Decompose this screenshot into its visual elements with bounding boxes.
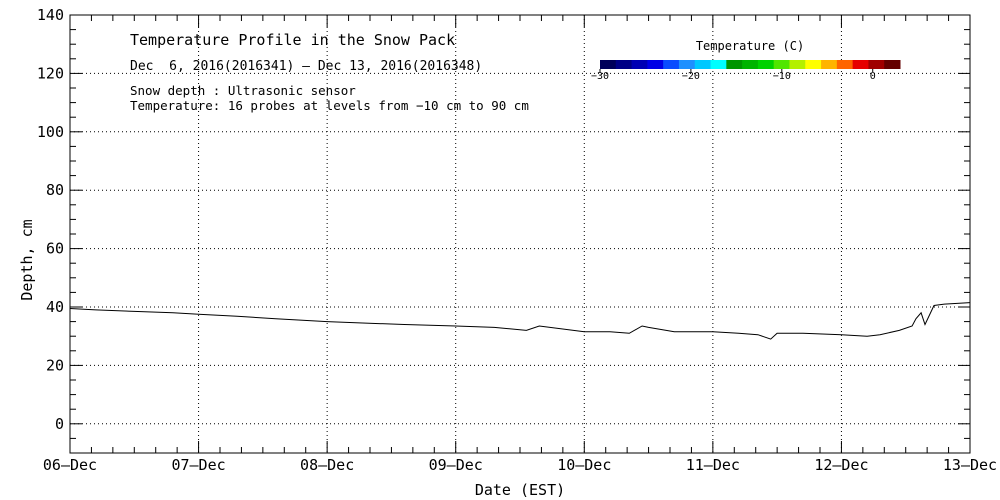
colorbar-cell (710, 60, 727, 69)
colorbar-cell (647, 60, 664, 69)
colorbar-tick-label: −20 (682, 71, 700, 82)
colorbar-cell (615, 60, 633, 69)
plot-frame (69, 14, 971, 454)
series-layer (69, 302, 971, 340)
y-tick-label: 100 (37, 123, 64, 141)
x-tick-label: 06—Dec (43, 456, 97, 474)
colorbar-cell (884, 60, 901, 69)
colorbar-cell (600, 60, 617, 69)
grid-lines (70, 15, 970, 453)
colorbar-cell (852, 60, 869, 69)
x-axis-title: Date (EST) (475, 481, 565, 499)
note-snow-depth: Snow depth : Ultrasonic sensor (130, 83, 356, 98)
y-tick-label: 120 (37, 64, 64, 82)
x-tick-label: 12—Dec (814, 456, 868, 474)
axis-ticks: 06—Dec 07—Dec 08—Dec 09—Dec 10—Dec 11—Dec 12—D… (37, 6, 997, 474)
x-tick-label: 13—Dec (943, 456, 997, 474)
colorbar-tick-label: −30 (591, 71, 609, 82)
colorbar-cell (694, 60, 712, 69)
y-axis-title: Depth, cm (18, 219, 36, 300)
colorbar-cell (757, 60, 775, 69)
x-tick-label: 09—Dec (429, 456, 483, 474)
colorbar-cell (821, 60, 838, 69)
chart-subtitle: Dec 6, 2016(2016341) — Dec 13, 2016(2016… (130, 59, 482, 74)
x-tick-label: 10—Dec (557, 456, 611, 474)
colorbar-cell (773, 60, 790, 69)
colorbar-cell (742, 60, 759, 69)
colorbar-cell (678, 60, 696, 69)
colorbar-cell (726, 60, 743, 69)
x-tick-label: 11—Dec (686, 456, 740, 474)
colorbar-tick-label: 0 (870, 71, 876, 82)
y-tick-label: 0 (55, 415, 64, 433)
snow-depth-series-line (69, 302, 971, 340)
colorbar-cell (805, 60, 822, 69)
colorbar-cell (631, 60, 648, 69)
y-tick-label: 40 (46, 298, 64, 316)
chart-title: Temperature Profile in the Snow Pack (130, 31, 455, 49)
y-tick-label: 60 (46, 240, 64, 258)
y-tick-label: 20 (46, 356, 64, 374)
x-tick-label: 07—Dec (171, 456, 225, 474)
y-tick-label: 80 (46, 181, 64, 199)
x-tick-label: 08—Dec (300, 456, 354, 474)
colorbar-tick-label: −10 (773, 71, 791, 82)
colorbar-cell (663, 60, 680, 69)
temperature-colorbar: Temperature (C) −30 −20 −10 0 (591, 39, 901, 82)
y-tick-label: 140 (37, 6, 64, 24)
colorbar-cell (836, 60, 854, 69)
note-temperature-probes: Temperature: 16 probes at levels from −1… (130, 98, 529, 113)
colorbar-title: Temperature (C) (696, 39, 804, 53)
colorbar-cell (868, 60, 885, 69)
colorbar-cell (789, 60, 806, 69)
